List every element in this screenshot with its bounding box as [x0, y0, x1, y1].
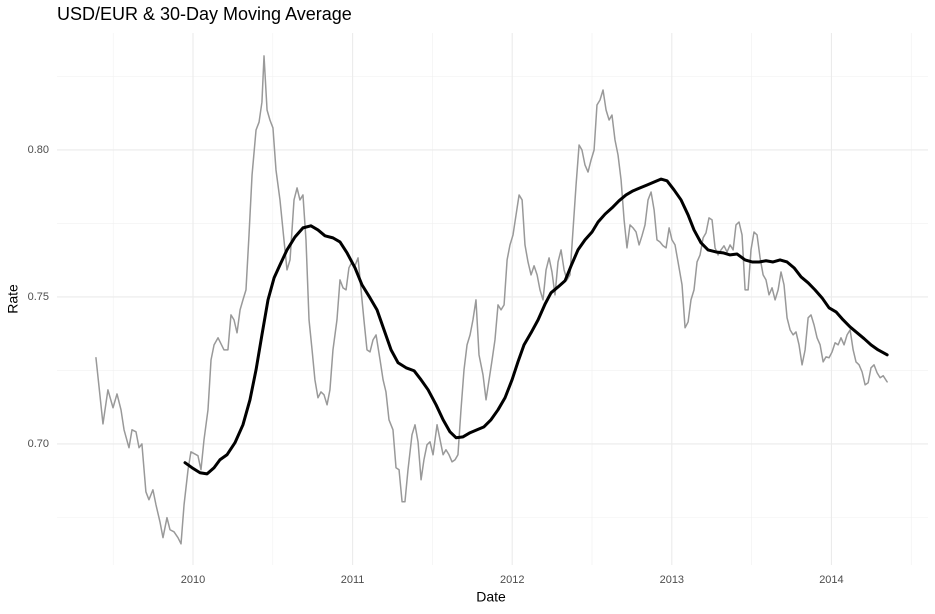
y-tick-label: 0.70 [28, 438, 49, 450]
plot-area [95, 55, 889, 545]
series-line [95, 55, 888, 545]
x-axis-title: Date [476, 589, 506, 605]
x-tick-label: 2011 [341, 574, 365, 586]
x-tick-label: 2010 [181, 574, 205, 586]
x-tick-label: 2014 [819, 574, 843, 586]
series-line [183, 177, 889, 476]
grid [57, 33, 928, 565]
y-tick-label: 0.80 [28, 144, 49, 156]
x-tick-label: 2013 [660, 574, 684, 586]
x-tick-label: 2012 [500, 574, 524, 586]
y-tick-label: 0.75 [28, 291, 49, 303]
chart-title: USD/EUR & 30-Day Moving Average [57, 4, 352, 24]
y-axis-title: Rate [5, 284, 21, 314]
